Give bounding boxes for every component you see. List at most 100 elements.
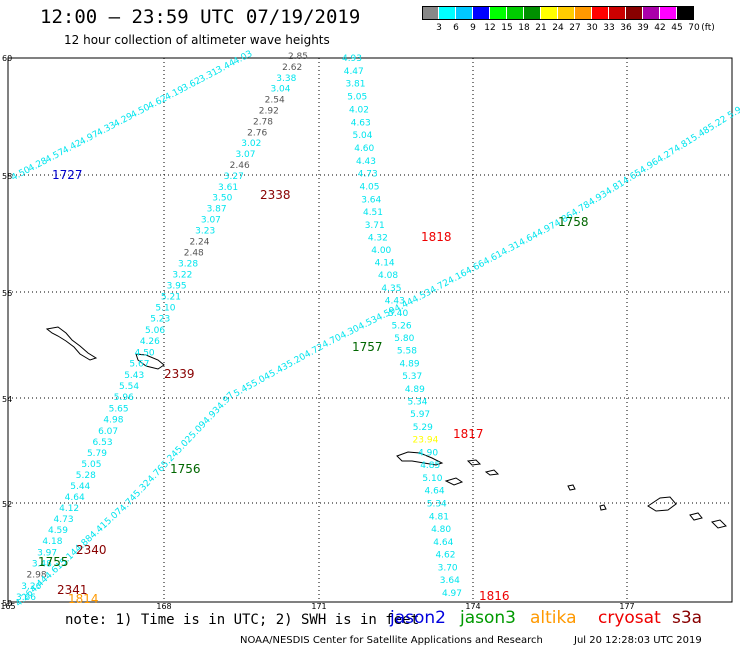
wave-height-value: 4.93 (342, 54, 362, 64)
wave-height-value: 4.80 (431, 525, 451, 535)
lat-label: 52 (2, 500, 12, 509)
wave-height-value: 5.34 (427, 499, 447, 509)
chart-subtitle: 12 hour collection of altimeter wave hei… (64, 33, 330, 47)
legend-label: 15 (501, 23, 513, 33)
wave-height-value: 5.10 (155, 303, 175, 313)
wave-height-value: 3.70 (438, 563, 458, 573)
legend-swatch (592, 6, 608, 20)
lon-label: 165 (0, 602, 15, 611)
legend-label: 39 (637, 23, 649, 33)
legend-label: 45 (671, 23, 683, 33)
pass-time-label: 1816 (479, 589, 510, 603)
legend-swatch (541, 6, 557, 20)
lat-label: 56 (2, 289, 12, 298)
wave-height-value: 5.44 (70, 482, 90, 492)
legend-swatch (422, 6, 438, 20)
wave-height-value: 3.81 (345, 80, 365, 90)
wave-height-value: 5.06 (145, 326, 165, 336)
legend-label: 3 (436, 23, 442, 33)
legend-label: 33 (603, 23, 615, 33)
pass-time-label: 2340 (76, 543, 107, 557)
lon-label: 171 (311, 602, 326, 611)
pass-time-label: 1818 (421, 230, 452, 244)
legend-label: 18 (518, 23, 530, 33)
wave-height-value: 2.54 (265, 96, 285, 106)
wave-height-value: 5.43 (124, 371, 144, 381)
wave-height-value: 4.60 (354, 144, 374, 154)
wave-height-value: 4.32 (368, 234, 388, 244)
lon-label: 168 (156, 602, 171, 611)
legend-swatch (507, 6, 523, 20)
lon-label: 177 (619, 602, 634, 611)
legend-swatch (660, 6, 676, 20)
wave-height-value: 4.85 (420, 461, 440, 471)
altimeter-tracks: 4.504.284.574.424.974.334.294.504.624.19… (10, 49, 740, 609)
wave-height-value: 3.97 (37, 548, 57, 558)
lat-lon-grid (7, 57, 732, 603)
satellite-jason3: jason3 (460, 608, 516, 628)
wave-height-value: 5.37 (402, 372, 422, 382)
wave-height-value: 5.05 (81, 460, 101, 470)
wave-height-value: 5.54 (119, 382, 139, 392)
wave-height-value: 6.53 (93, 438, 113, 448)
wave-height-value: 4.63 (351, 118, 371, 128)
wave-height-value: 5.96 (114, 393, 134, 403)
lon-label: 174 (465, 602, 480, 611)
pribilof-islands (135, 353, 165, 370)
wave-height-value: 4.59 (48, 526, 68, 536)
wave-height-value: 4.05 (359, 183, 379, 193)
wave-height-value: 5.67 (129, 360, 149, 370)
pass-time-labels: 1727 2338 1818 1758 1757 2339 1756 1817 2340 1755… (38, 168, 589, 606)
wave-height-value: 4.89 (405, 385, 425, 395)
wave-height-value: 4.12 (59, 504, 79, 514)
legend-label: 9 (470, 23, 476, 33)
pass-time-label: 1756 (170, 462, 201, 476)
wave-height-value: 2.98 (27, 571, 47, 581)
wave-height-value: 5.04 (352, 131, 372, 141)
wave-height-value: 4.97 (442, 589, 462, 599)
legend-swatch (643, 6, 659, 20)
wave-height-value: 5.9 (726, 105, 740, 121)
wave-height-value: 4.00 (371, 246, 391, 256)
unalaska-island (396, 451, 444, 466)
legend-swatch (490, 6, 506, 20)
wave-height-value: 6.07 (98, 427, 118, 437)
wave-height-value: 3.64 (361, 195, 381, 205)
pass-time-label: 1755 (38, 555, 69, 569)
wave-height-value: 5.28 (76, 471, 96, 481)
wave-height-value: 4.35 (381, 284, 401, 294)
legend-swatch (609, 6, 625, 20)
wave-height-value: 4.64 (65, 493, 85, 503)
islands-of-four-mountains (567, 484, 607, 511)
wave-height-value: 4.98 (103, 416, 123, 426)
wave-height-value: 3.66 (16, 593, 36, 603)
land-outlines (45, 326, 727, 529)
wave-height-value: 4.50 (135, 348, 155, 358)
wave-height-value: 4.43 (356, 157, 376, 167)
pass-time-label: 2339 (164, 367, 195, 381)
wave-height-value: 4.08 (378, 271, 398, 281)
wave-height-value: 2.78 (253, 117, 273, 127)
legend-label: 27 (569, 23, 581, 33)
wave-height-value: 3.95 (167, 281, 187, 291)
wave-height-value: 4.02 (349, 105, 369, 115)
footer-note: note: 1) Time is in UTC; 2) SWH is in fe… (65, 612, 420, 628)
wave-height-value: 3.07 (201, 216, 221, 226)
legend-label: 21 (535, 23, 547, 33)
pass-time-label: 2341 (57, 583, 88, 597)
wave-height-value: 4.14 (375, 259, 395, 269)
wave-height-value: 4.26 (140, 337, 160, 347)
wave-height-value: 3.02 (241, 139, 261, 149)
wave-height-value: 2.46 (230, 161, 250, 171)
wave-height-value: 3.61 (218, 183, 238, 193)
wave-height-value: 3.28 (178, 260, 198, 270)
pass-time-label: 1758 (558, 215, 589, 229)
wave-height-value: 3.04 (270, 85, 290, 95)
wave-height-value: 3.23 (195, 227, 215, 237)
wave-height-value: 5.05 (347, 93, 367, 103)
wave-height-value: 2.48 (184, 249, 204, 259)
wave-height-value: 2.85 (288, 52, 308, 62)
wave-height-value: 3.07 (235, 150, 255, 160)
legend-label: 12 (484, 23, 496, 33)
